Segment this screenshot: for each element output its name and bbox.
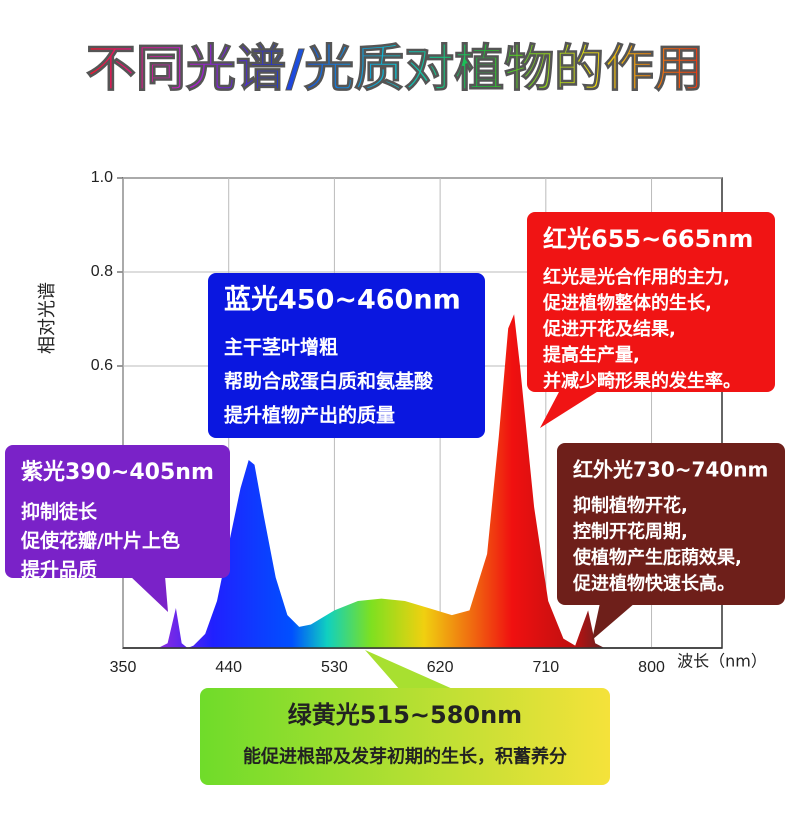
x-tick-label: 800 xyxy=(638,659,665,676)
callout-box xyxy=(200,688,610,785)
x-axis-label: 波长（nm） xyxy=(677,652,767,671)
callout-line: 促进植物快速长高。 xyxy=(572,572,735,594)
callout-box xyxy=(208,273,485,438)
callout-line: 主干茎叶增粗 xyxy=(224,335,338,358)
y-axis-label: 相对光谱 xyxy=(37,282,58,354)
callout-line: 提升植物产出的质量 xyxy=(224,403,395,426)
x-tick-label: 710 xyxy=(532,659,559,676)
callout: 绿黄光515~580nm 能促进根部及发芽初期的生长，积蓄养分 xyxy=(200,650,610,785)
callout-tail xyxy=(130,576,168,612)
callout-line: 能促进根部及发芽初期的生长，积蓄养分 xyxy=(243,745,567,767)
callout-tail xyxy=(540,390,600,428)
x-tick-label: 440 xyxy=(215,659,242,676)
callout-title: 红光655~665nm xyxy=(543,225,753,253)
callout: 红光655~665nm 红光是光合作用的主力, 促进植物整体的生长, 促进开花及结果,… xyxy=(527,212,775,428)
callout-line: 帮助合成蛋白质和氨基酸 xyxy=(224,369,434,392)
callout-title: 绿黄光515~580nm xyxy=(288,701,522,729)
callout: 红外光730~740nm 抑制植物开花, 控制开花周期, 使植物产生庇荫效果, 促进植物… xyxy=(557,443,785,640)
callout-tail xyxy=(365,650,455,690)
callout-line: 促进开花及结果, xyxy=(542,318,676,340)
x-tick-label: 350 xyxy=(110,659,137,676)
callout-box xyxy=(5,445,230,578)
callout-line: 红光是光合作用的主力, xyxy=(543,266,730,288)
callout-line: 抑制徒长 xyxy=(21,500,98,523)
callout-line: 使植物产生庇荫效果, xyxy=(572,546,742,568)
x-tick-label: 620 xyxy=(427,659,454,676)
callout-line: 提高生产量, xyxy=(543,344,640,366)
chart-title: 不同光谱/光质对植物的作用 xyxy=(86,40,704,98)
callout-line: 并减少畸形果的发生率。 xyxy=(543,370,741,392)
y-tick-label: 0.8 xyxy=(91,263,113,280)
callout-title: 紫光390~405nm xyxy=(21,459,214,485)
callout-tail xyxy=(592,603,635,640)
callout-line: 控制开花周期, xyxy=(573,520,688,542)
spectrum-area xyxy=(158,314,605,648)
x-tick-label: 530 xyxy=(321,659,348,676)
callout-title: 红外光730~740nm xyxy=(573,458,768,482)
callout-line: 提升品质 xyxy=(21,558,97,581)
y-tick-label: 1.0 xyxy=(91,169,113,186)
callout-line: 促使花瓣/叶片上色 xyxy=(20,529,180,552)
callout-title: 蓝光450~460nm xyxy=(224,285,461,316)
y-tick-label: 0.6 xyxy=(91,357,113,374)
callout-line: 促进植物整体的生长, xyxy=(542,292,712,314)
callout-line: 抑制植物开花, xyxy=(573,494,688,516)
callout-box xyxy=(527,212,775,392)
callout-box xyxy=(557,443,785,605)
